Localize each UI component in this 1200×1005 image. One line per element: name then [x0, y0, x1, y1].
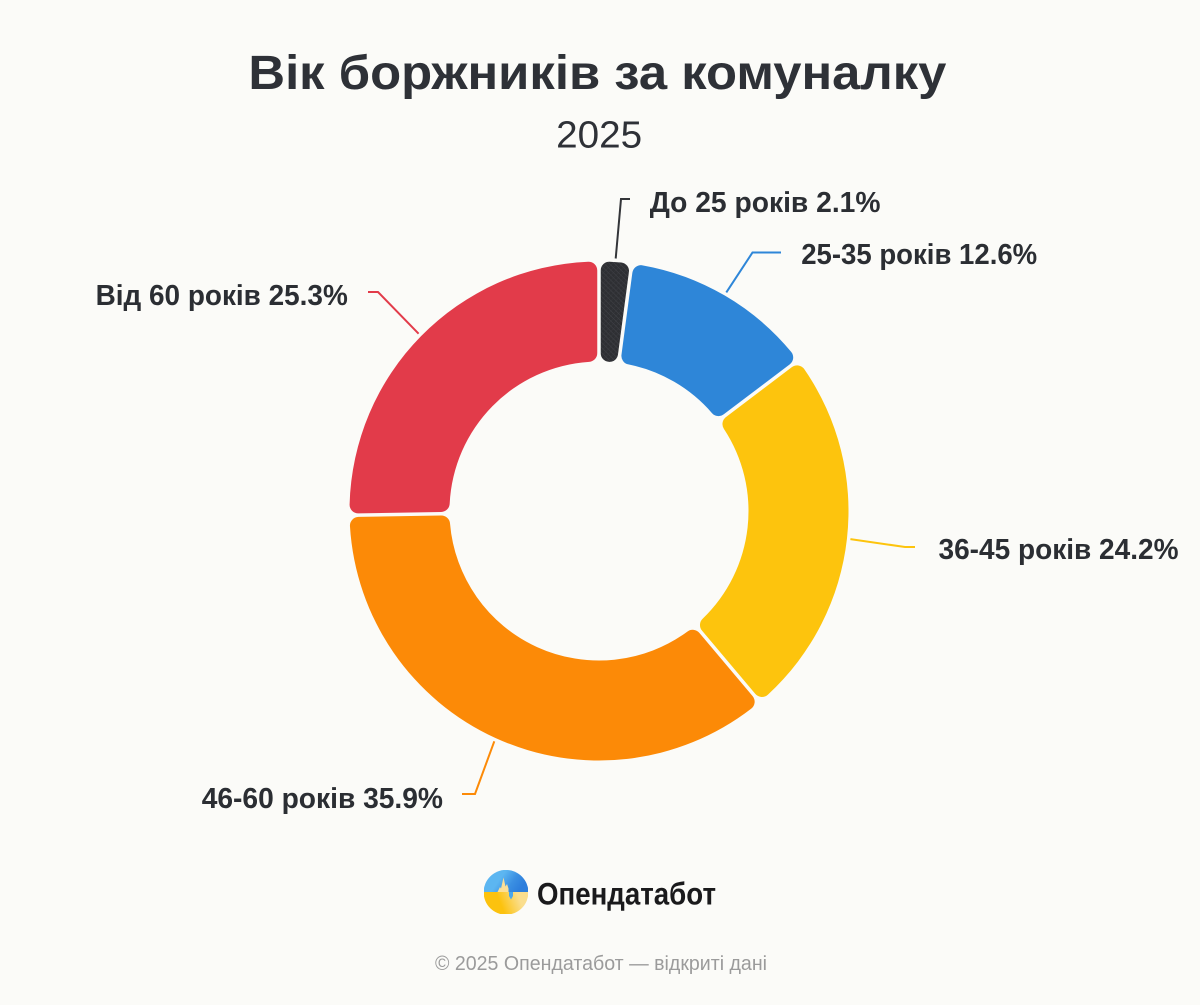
svg-text:Опендатабот: Опендатабот	[537, 876, 716, 912]
svg-text:Вік боржників за комуналку: Вік боржників за комуналку	[248, 47, 946, 100]
svg-text:2025: 2025	[556, 115, 642, 157]
svg-text:До 25 років 2.1%: До 25 років 2.1%	[650, 187, 881, 219]
svg-text:© 2025 Опендатабот — відкриті: © 2025 Опендатабот — відкриті дані	[435, 952, 767, 975]
svg-text:46-60 років 35.9%: 46-60 років 35.9%	[202, 783, 444, 815]
svg-text:25-35 років 12.6%: 25-35 років 12.6%	[801, 239, 1037, 271]
svg-text:Від 60 років 25.3%: Від 60 років 25.3%	[96, 280, 348, 312]
svg-text:36-45 років 24.2%: 36-45 років 24.2%	[939, 534, 1179, 566]
